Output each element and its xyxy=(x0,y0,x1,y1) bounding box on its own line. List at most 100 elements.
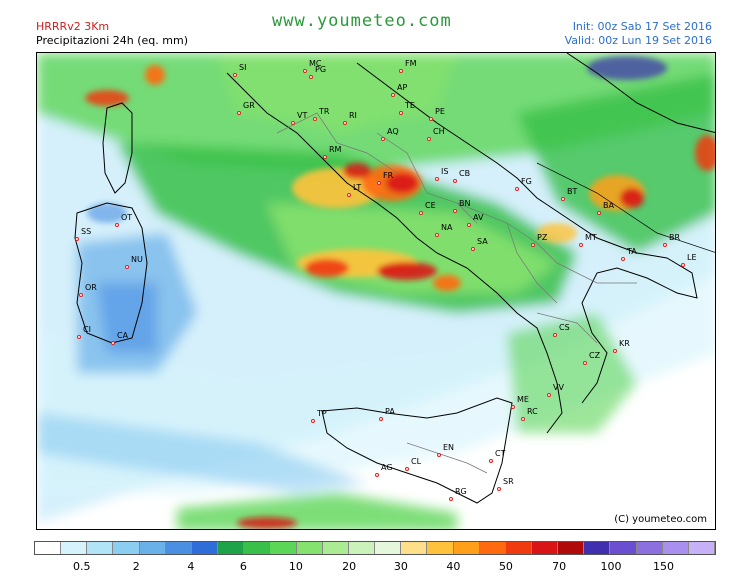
legend-swatch xyxy=(505,542,532,554)
legend-swatch xyxy=(244,542,271,554)
city-label: VT xyxy=(297,111,308,120)
city-marker xyxy=(583,361,587,365)
city-marker xyxy=(449,497,453,501)
city-marker xyxy=(115,223,119,227)
city-marker xyxy=(553,333,557,337)
coastlines xyxy=(74,53,715,504)
city-marker xyxy=(323,155,327,159)
city-marker xyxy=(419,211,423,215)
city-marker xyxy=(343,121,347,125)
city-label: OT xyxy=(121,213,133,222)
city-marker xyxy=(453,179,457,183)
sea-boundary-line xyxy=(536,162,715,253)
city-marker xyxy=(77,335,81,339)
city-marker xyxy=(427,137,431,141)
legend-tick-label: 2 xyxy=(132,560,140,573)
city-marker xyxy=(471,247,475,251)
city-marker xyxy=(379,417,383,421)
city-marker xyxy=(125,265,129,269)
legend-swatch xyxy=(610,542,637,554)
city-label: SR xyxy=(503,477,514,486)
city-label: PZ xyxy=(537,233,548,242)
city-label: RG xyxy=(455,487,467,496)
city-marker xyxy=(561,197,565,201)
city-marker xyxy=(437,453,441,457)
legend-swatch xyxy=(322,542,349,554)
city-label: OR xyxy=(85,283,97,292)
city-label: TR xyxy=(319,107,330,116)
product-title: Precipitazioni 24h (eq. mm) xyxy=(36,34,188,47)
city-label: CS xyxy=(559,323,570,332)
precip-legend xyxy=(34,541,716,555)
city-label: BN xyxy=(459,199,471,208)
city-marker xyxy=(579,243,583,247)
city-label: GR xyxy=(243,101,255,110)
legend-swatch xyxy=(61,542,88,554)
city-marker xyxy=(621,257,625,261)
legend-swatch xyxy=(113,542,140,554)
model-name: HRRRv2 3Km xyxy=(36,20,110,33)
city-label: CA xyxy=(117,331,129,340)
city-marker xyxy=(467,223,471,227)
legend-swatch xyxy=(296,542,323,554)
city-marker xyxy=(435,233,439,237)
city-marker xyxy=(347,193,351,197)
city-label: PA xyxy=(385,407,395,416)
legend-swatch xyxy=(558,542,585,554)
city-marker xyxy=(597,211,601,215)
legend-swatch xyxy=(35,542,62,554)
city-marker xyxy=(233,73,237,77)
city-label: RC xyxy=(527,407,538,416)
city-label: IS xyxy=(441,167,449,176)
legend-swatch xyxy=(87,542,114,554)
city-label: TA xyxy=(627,247,637,256)
city-label: CL xyxy=(411,457,422,466)
site-url[interactable]: www.youmeteo.com xyxy=(272,11,452,31)
city-label: LE xyxy=(687,253,697,262)
copyright-text: (C) youmeteo.com xyxy=(612,514,709,525)
legend-swatch xyxy=(401,542,428,554)
legend-swatch xyxy=(191,542,219,554)
legend-swatch xyxy=(375,542,402,554)
city-label: PG xyxy=(315,65,327,74)
city-label: RM xyxy=(329,145,342,154)
legend-tick-label: 10 xyxy=(288,560,303,573)
precip-field xyxy=(37,53,715,529)
city-marker xyxy=(515,187,519,191)
valid-time: Valid: 00z Lun 19 Set 2016 xyxy=(564,34,712,47)
city-label: CT xyxy=(495,449,506,458)
precipitation-map: MC FM AP PG SI GR TE VT TR RI PE AQ CH RM FR LT IS CB FG BT… xyxy=(36,52,716,530)
legend-swatch xyxy=(688,542,716,554)
legend-swatch xyxy=(165,542,192,554)
city-label: BR xyxy=(669,233,681,242)
city-marker xyxy=(311,419,315,423)
city-marker xyxy=(313,117,317,121)
city-marker xyxy=(375,473,379,477)
city-marker xyxy=(663,243,667,247)
city-label: NU xyxy=(131,255,143,264)
city-marker xyxy=(453,209,457,213)
map-canvas xyxy=(37,53,715,529)
city-marker xyxy=(79,293,83,297)
city-label: CE xyxy=(425,201,436,210)
city-label: FG xyxy=(521,177,532,186)
city-marker xyxy=(521,417,525,421)
legend-tick-label: 4 xyxy=(187,560,195,573)
legend-swatch xyxy=(218,542,245,554)
legend-swatch xyxy=(270,542,297,554)
city-label: TP xyxy=(317,409,327,418)
city-marker xyxy=(391,93,395,97)
city-label: SI xyxy=(239,63,247,72)
city-marker xyxy=(291,121,295,125)
city-marker xyxy=(377,181,381,185)
city-marker xyxy=(75,237,79,241)
legend-swatch xyxy=(584,542,611,554)
city-label: CH xyxy=(433,127,445,136)
city-marker xyxy=(511,405,515,409)
city-marker xyxy=(303,69,307,73)
city-marker xyxy=(489,459,493,463)
city-label: AQ xyxy=(387,127,399,136)
city-label: EN xyxy=(443,443,455,452)
legend-swatch xyxy=(139,542,166,554)
region-boundaries xyxy=(276,112,637,474)
